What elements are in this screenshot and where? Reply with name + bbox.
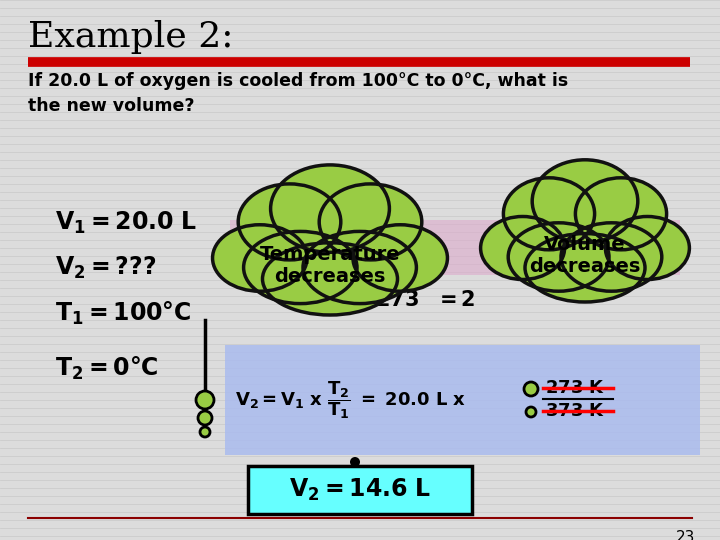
Text: $\mathbf{373\ K}$: $\mathbf{373\ K}$ [545,402,605,420]
Ellipse shape [353,225,447,291]
Circle shape [524,382,538,396]
Ellipse shape [532,160,638,242]
Text: $\mathbf{273}$: $\mathbf{273}$ [375,290,419,310]
Ellipse shape [503,178,595,250]
Text: $\mathbf{= 2}$: $\mathbf{= 2}$ [435,290,475,310]
Ellipse shape [212,225,307,291]
Text: $\mathbf{273\ K}$: $\mathbf{273\ K}$ [545,379,605,397]
Text: $\mathbf{T_2 = 0°C}$: $\mathbf{T_2 = 0°C}$ [55,355,158,382]
Ellipse shape [238,184,341,260]
FancyBboxPatch shape [248,466,472,514]
Text: Volume
decreases: Volume decreases [529,235,641,276]
Circle shape [526,407,536,417]
Text: $\mathbf{V_1 = 20.0\ L}$: $\mathbf{V_1 = 20.0\ L}$ [55,210,197,236]
Text: $\mathbf{T_1 = 100°C}$: $\mathbf{T_1 = 100°C}$ [55,300,192,327]
Ellipse shape [263,243,397,315]
Circle shape [350,457,360,467]
Ellipse shape [243,232,357,303]
Text: If 20.0 L of oxygen is cooled from 100°C to 0°C, what is
the new volume?: If 20.0 L of oxygen is cooled from 100°C… [28,72,568,115]
Ellipse shape [575,178,667,250]
Ellipse shape [508,223,609,291]
Ellipse shape [481,217,564,280]
Circle shape [200,427,210,437]
Ellipse shape [561,223,662,291]
Ellipse shape [319,184,422,260]
Text: $\mathbf{V_2 = ???}$: $\mathbf{V_2 = ???}$ [55,255,156,281]
Circle shape [198,411,212,425]
FancyBboxPatch shape [230,220,680,275]
Ellipse shape [606,217,690,280]
Text: Temperature
decreases: Temperature decreases [260,246,400,287]
Ellipse shape [303,232,416,303]
Text: $\mathbf{V_2 = 14.6\ L}$: $\mathbf{V_2 = 14.6\ L}$ [289,477,431,503]
FancyBboxPatch shape [225,345,700,455]
Ellipse shape [271,165,390,252]
Text: Example 2:: Example 2: [28,20,233,54]
Circle shape [196,391,214,409]
Text: $\mathbf{V_2 = V_1\ x\ \dfrac{T_2}{T_1}\ =\ 20.0\ L\ x}$: $\mathbf{V_2 = V_1\ x\ \dfrac{T_2}{T_1}\… [235,379,466,421]
Ellipse shape [525,234,645,302]
Text: 23: 23 [675,530,695,540]
